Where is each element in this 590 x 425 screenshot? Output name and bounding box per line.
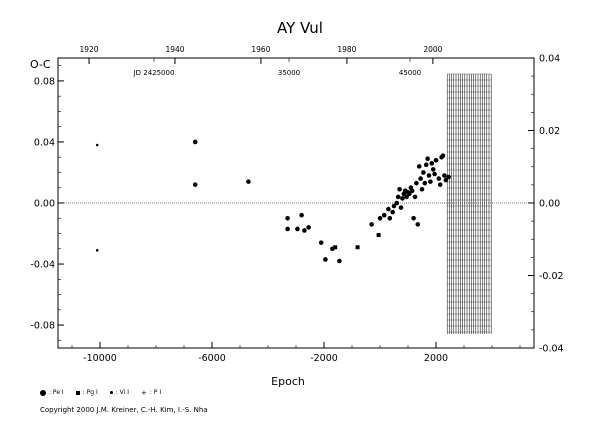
data-point-pe: [285, 215, 290, 221]
circle-marker-icon: [40, 389, 46, 396]
dot-marker-icon: [109, 391, 113, 394]
data-point-vi: [95, 249, 99, 252]
data-point-pe: [422, 180, 428, 186]
data-point-pe: [318, 240, 324, 245]
data-point-pe: [397, 186, 402, 192]
data-point-pe: [436, 176, 442, 181]
top-year-label: 1920: [79, 45, 98, 54]
top-year-label: 2000: [423, 45, 442, 54]
jd-label: 35000: [278, 69, 300, 77]
legend-item-pe: : Pe I: [40, 389, 64, 396]
top-year-label: 1960: [251, 45, 270, 54]
y-tick-label: -0.08: [30, 321, 55, 332]
x-tick-label: 2000: [424, 353, 448, 364]
x-tick-label: -2000: [310, 353, 338, 364]
data-point-pe: [391, 203, 397, 209]
data-point-pe: [398, 205, 404, 210]
data-point-pe: [411, 215, 416, 221]
square-marker-icon: [75, 390, 80, 395]
x-tick-label: -10000: [83, 353, 117, 364]
data-points: [95, 139, 451, 264]
legend-label-p: : P I: [149, 389, 162, 396]
data-point-pe: [433, 157, 439, 163]
data-point-pe: [415, 222, 421, 227]
x-tick-label: -6000: [198, 353, 226, 364]
axis-ticks: -10000 -6000 -2000 2000 0.08 0.04 0.00 -0.04 -0.…: [30, 45, 563, 364]
data-point-pe: [437, 182, 443, 187]
data-point-pg: [376, 233, 381, 238]
data-point-pe: [381, 212, 387, 218]
data-point-pe: [443, 177, 449, 183]
data-point-pe: [423, 162, 429, 168]
data-point-pe: [446, 174, 451, 180]
jd-label: JD 2425000: [133, 69, 175, 77]
legend: : Pe I : Pg I : Vi I + : P I: [40, 389, 161, 396]
legend-label-pg: : Pg I: [82, 389, 98, 396]
data-point-pe: [432, 171, 437, 177]
data-point-pe: [395, 194, 401, 200]
data-point-pe: [419, 186, 425, 192]
right-y-tick-label: 0.02: [539, 126, 560, 137]
data-point-pe: [302, 228, 307, 233]
y-tick-label: 0.00: [34, 199, 55, 210]
data-point-vi: [95, 143, 99, 147]
hatched-region: [446, 73, 492, 334]
data-point-pe: [386, 206, 391, 212]
legend-label-vi: : Vi I: [115, 389, 129, 396]
x-axis-label: Epoch: [271, 375, 305, 388]
data-point-pe: [425, 156, 430, 162]
plus-marker-icon: +: [141, 388, 147, 397]
data-point-pe: [285, 226, 290, 232]
data-point-pe: [430, 167, 436, 172]
data-point-pe: [404, 194, 409, 200]
copyright-text: Copyright 2000 J.M. Kreiner, C.-H. Kim, …: [40, 406, 208, 414]
y-axis-label: O-C: [30, 58, 51, 71]
right-y-tick-label: -0.02: [539, 271, 564, 282]
data-point-pe: [192, 182, 198, 187]
right-y-tick-label: 0.04: [539, 54, 560, 65]
legend-item-pg: : Pg I: [75, 389, 98, 396]
top-year-label: 1940: [165, 45, 184, 54]
data-point-pg: [333, 245, 338, 250]
right-y-tick-label: 0.00: [539, 199, 560, 210]
data-point-pe: [421, 170, 426, 175]
data-point-pe: [418, 176, 423, 181]
data-point-pe: [440, 153, 446, 158]
data-point-pe: [428, 179, 433, 184]
data-point-pe: [306, 225, 311, 230]
chart-title: AY Vul: [277, 19, 323, 37]
data-point-pe: [192, 139, 198, 145]
data-point-pe: [387, 215, 393, 221]
data-point-pe: [377, 215, 383, 221]
y-tick-label: 0.08: [34, 76, 55, 87]
jd-label: 45000: [399, 69, 421, 77]
data-point-pe: [409, 188, 415, 194]
y-tick-label: -0.04: [30, 260, 55, 271]
legend-label-pe: : Pe I: [49, 389, 64, 396]
top-year-label: 1980: [337, 45, 356, 54]
data-point-pe: [299, 212, 304, 218]
legend-item-vi: : Vi I: [109, 389, 129, 396]
y-tick-label: 0.04: [34, 137, 55, 148]
data-point-pe: [394, 200, 400, 206]
data-point-pe: [426, 173, 432, 178]
data-point-pe: [400, 196, 405, 201]
right-y-tick-label: -0.04: [539, 344, 564, 355]
legend-item-p: + : P I: [141, 389, 161, 396]
data-point-pe: [429, 161, 435, 166]
data-point-pe: [416, 164, 422, 169]
data-point-pe: [407, 191, 412, 197]
data-point-pe: [412, 194, 418, 200]
data-point-pe: [414, 180, 419, 186]
data-point-pe: [246, 179, 251, 184]
data-point-pe: [369, 222, 374, 227]
data-point-pe: [337, 258, 342, 264]
data-point-pe: [390, 209, 395, 215]
data-point-pe: [442, 173, 447, 178]
data-point-pg: [355, 245, 360, 250]
data-point-pe: [295, 226, 300, 232]
data-point-pe: [323, 257, 328, 262]
